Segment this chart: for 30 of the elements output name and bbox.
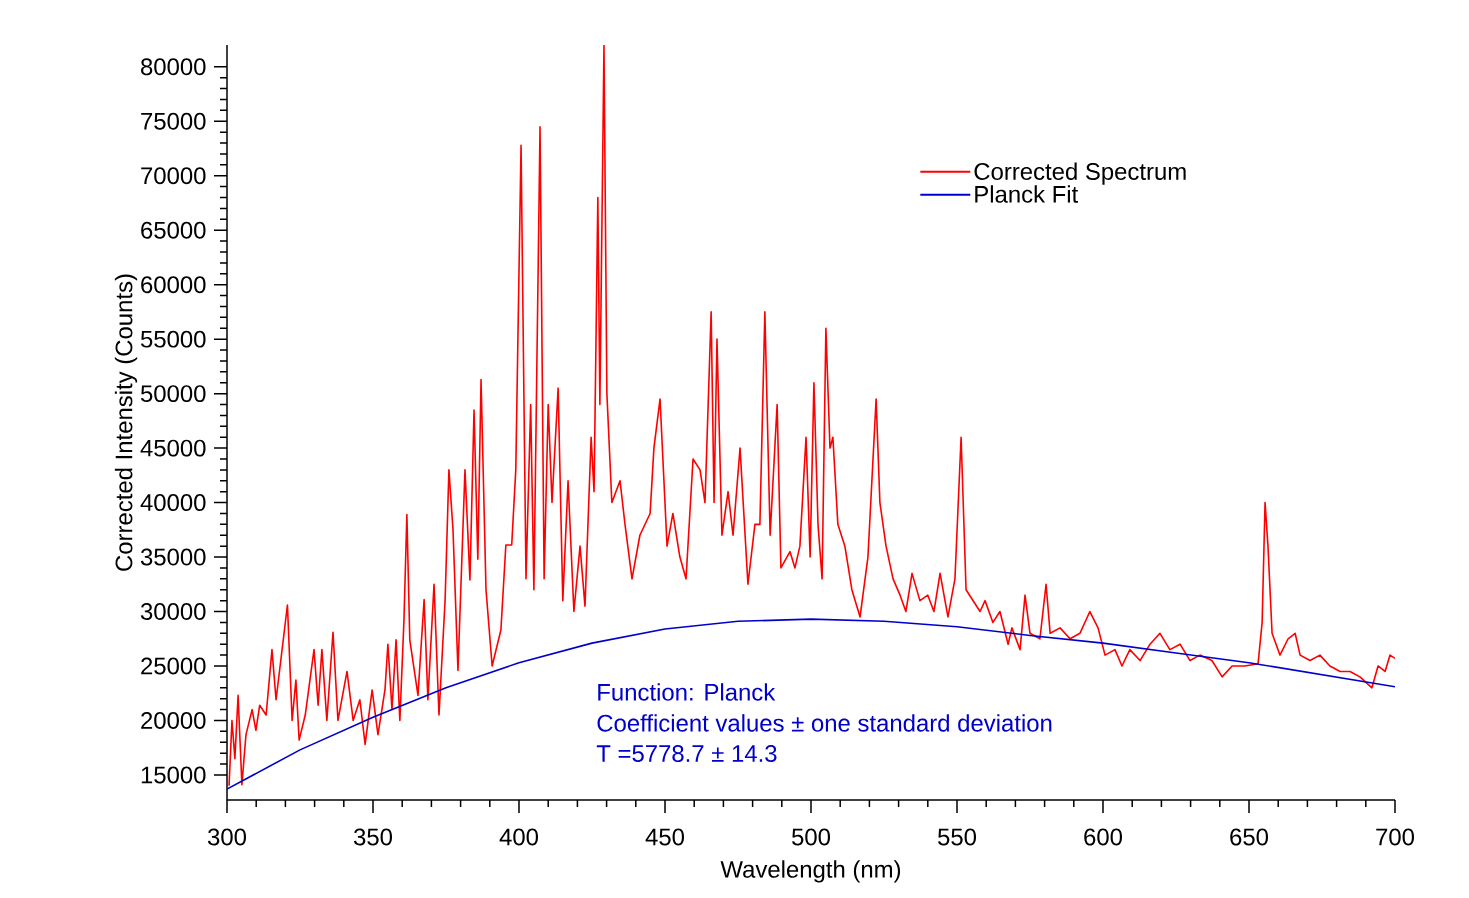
x-axis-title: Wavelength (nm) (720, 860, 901, 883)
x-tick-label: 650 (1230, 828, 1268, 846)
y-tick-label: 25000 (141, 657, 206, 675)
y-axis-title: Corrected Intensity (Counts) (114, 274, 138, 571)
x-tick-label: 300 (207, 828, 246, 846)
legend-label: Corrected Spectrum (974, 162, 1186, 185)
y-tick-label: 70000 (141, 167, 206, 185)
y-tick-label: 80000 (141, 58, 206, 76)
x-tick-label: 350 (353, 828, 392, 846)
x-tick-label: 700 (1376, 828, 1414, 846)
x-tick-label: 450 (645, 828, 684, 846)
y-tick-label: 40000 (140, 494, 206, 512)
y-tick-label: 65000 (141, 221, 206, 239)
y-tick-label: 35000 (140, 548, 206, 566)
y-tick-label: 75000 (141, 112, 206, 130)
y-tick-label: 30000 (140, 603, 206, 620)
y-tick-label: 45000 (140, 439, 206, 457)
x-tick-label: 500 (792, 828, 830, 846)
annotation: T =5778.7 ± 14.3 (596, 745, 777, 763)
y-tick-label: 50000 (140, 385, 206, 403)
annotation: Coefficient values ± one standard deviation (597, 714, 1052, 732)
x-tick-label: 550 (938, 828, 976, 846)
x-tick-label: 400 (499, 828, 538, 846)
y-tick-label: 15000 (141, 766, 206, 784)
y-tick-label: 55000 (140, 330, 206, 348)
y-tick-label: 60000 (141, 276, 206, 294)
annotation: Function: Planck (598, 683, 776, 701)
legend-label: Planck Fit (975, 185, 1079, 203)
y-tick-label: 20000 (141, 712, 206, 729)
x-tick-label: 600 (1084, 828, 1122, 846)
